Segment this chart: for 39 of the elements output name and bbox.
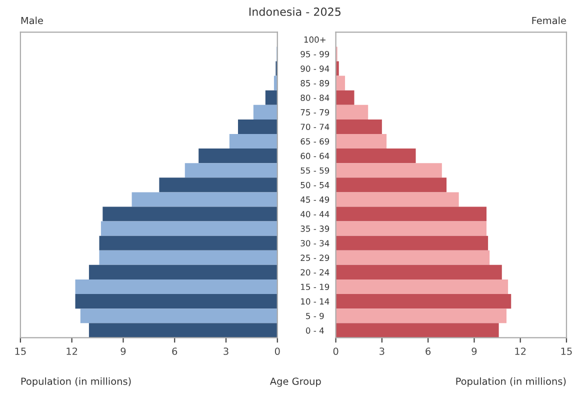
y-tick-label: 20 - 24 bbox=[300, 269, 330, 276]
x-tick-label: 15 bbox=[15, 348, 26, 355]
y-tick-label: 75 - 79 bbox=[300, 109, 330, 116]
y-tick-label: 35 - 39 bbox=[300, 226, 330, 232]
y-tick-label: 100+ bbox=[304, 36, 326, 43]
y-tick-label: 40 - 44 bbox=[300, 211, 330, 218]
x-tick-label: 6 bbox=[172, 348, 178, 355]
y-tick-label: 25 - 29 bbox=[300, 254, 330, 261]
x-tick-label: 3 bbox=[224, 348, 228, 355]
x-tick-label: 9 bbox=[472, 348, 477, 355]
y-tick-label: 95 - 99 bbox=[300, 50, 330, 58]
y-tick-label: 70 - 74 bbox=[300, 124, 330, 130]
x-tick-label: 0 bbox=[333, 348, 338, 355]
chart-title: Indonesia - 2025 bbox=[249, 7, 340, 16]
text: Female bbox=[532, 16, 566, 24]
text: Male bbox=[21, 16, 43, 24]
x-tick-label: 6 bbox=[426, 348, 431, 355]
y-tick-label: 50 - 54 bbox=[300, 182, 330, 188]
y-tick-label: 65 - 69 bbox=[300, 138, 330, 145]
y-tick-label: 85 - 89 bbox=[300, 80, 330, 86]
x-axis-title: Population (in millions) bbox=[21, 377, 131, 387]
x-tick-label: 12 bbox=[515, 348, 526, 355]
x-tick-label: 0 bbox=[274, 348, 280, 355]
y-tick-label: 5 - 9 bbox=[306, 312, 324, 320]
y-tick-label: 45 - 49 bbox=[300, 196, 330, 203]
y-tick-label: 60 - 64 bbox=[300, 152, 330, 160]
x-tick-label: 9 bbox=[120, 348, 126, 355]
x-tick-label: 3 bbox=[380, 348, 384, 355]
y-tick-label: 80 - 84 bbox=[300, 94, 330, 101]
y-axis-title: Age Group bbox=[270, 378, 321, 387]
y-tick-label: 10 - 14 bbox=[301, 298, 330, 305]
y-tick-label: 90 - 94 bbox=[300, 66, 330, 72]
x-axis-title: Population (in millions) bbox=[456, 377, 566, 387]
y-tick-label: 0 - 4 bbox=[306, 327, 324, 334]
y-tick-label: 55 - 59 bbox=[300, 167, 330, 174]
x-tick-label: 15 bbox=[561, 348, 572, 355]
x-tick-label: 12 bbox=[66, 348, 78, 355]
y-tick-label: 30 - 34 bbox=[300, 240, 330, 246]
y-tick-label: 15 - 19 bbox=[301, 284, 330, 290]
